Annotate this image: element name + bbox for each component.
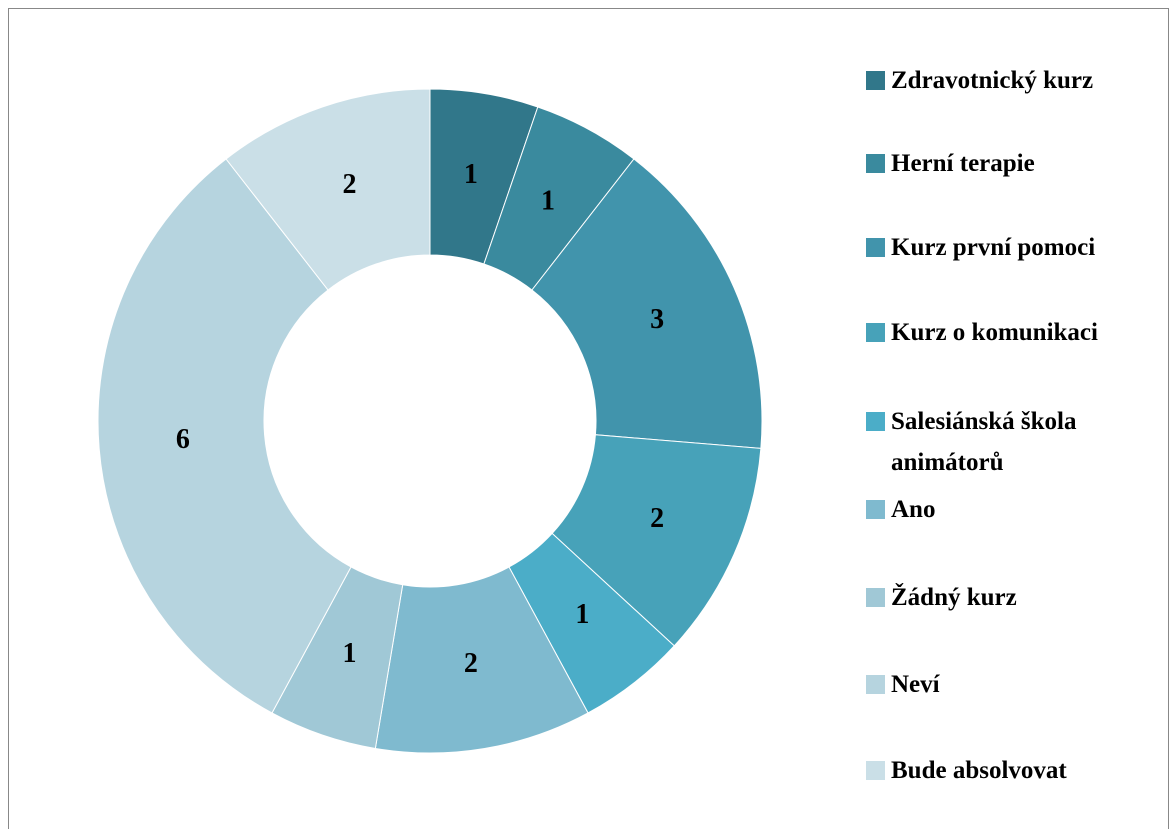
legend-swatch bbox=[866, 238, 885, 257]
legend-swatch bbox=[866, 412, 885, 431]
legend-label: Salesiánská škola animátorů bbox=[891, 408, 1077, 476]
chart-border bbox=[8, 8, 1169, 829]
legend-label: Kurz první pomoci bbox=[891, 234, 1096, 261]
legend-item: Zdravotnický kurz bbox=[866, 60, 1156, 101]
legend-item: Herní terapie bbox=[866, 143, 1156, 184]
legend-label: Bude absolvovat bbox=[891, 757, 1067, 784]
legend-swatch bbox=[866, 323, 885, 342]
data-label: 2 bbox=[464, 648, 478, 679]
data-label: 1 bbox=[464, 159, 478, 190]
data-label: 1 bbox=[342, 638, 356, 669]
data-label: 2 bbox=[342, 169, 356, 200]
legend-swatch bbox=[866, 154, 885, 173]
legend-item: Kurz první pomoci bbox=[866, 227, 1156, 268]
legend-label: Zdravotnický kurz bbox=[891, 67, 1094, 94]
data-label: 6 bbox=[176, 424, 190, 455]
legend-swatch bbox=[866, 588, 885, 607]
data-label: 1 bbox=[575, 599, 589, 630]
data-label: 1 bbox=[541, 185, 555, 216]
legend-label: Herní terapie bbox=[891, 150, 1035, 177]
legend-label: Žádný kurz bbox=[891, 584, 1017, 611]
data-label: 2 bbox=[650, 503, 664, 534]
legend-label: Ano bbox=[891, 496, 936, 523]
legend-item: Kurz o komunikaci bbox=[866, 312, 1156, 353]
legend-swatch bbox=[866, 500, 885, 519]
data-label: 3 bbox=[650, 304, 664, 335]
legend-label: Kurz o komunikaci bbox=[891, 319, 1098, 346]
legend-item: Bude absolvovat bbox=[866, 750, 1156, 791]
legend-item: Salesiánská škola animátorů bbox=[866, 401, 1156, 483]
donut-slice bbox=[225, 88, 431, 291]
legend-item: Neví bbox=[866, 664, 1156, 705]
legend-item: Žádný kurz bbox=[866, 577, 1156, 618]
legend-swatch bbox=[866, 675, 885, 694]
legend-item: Ano bbox=[866, 489, 1156, 530]
donut-slice bbox=[531, 158, 763, 449]
donut-slice bbox=[97, 158, 352, 714]
legend-swatch bbox=[866, 71, 885, 90]
legend-swatch bbox=[866, 761, 885, 780]
legend-label: Neví bbox=[891, 671, 940, 698]
